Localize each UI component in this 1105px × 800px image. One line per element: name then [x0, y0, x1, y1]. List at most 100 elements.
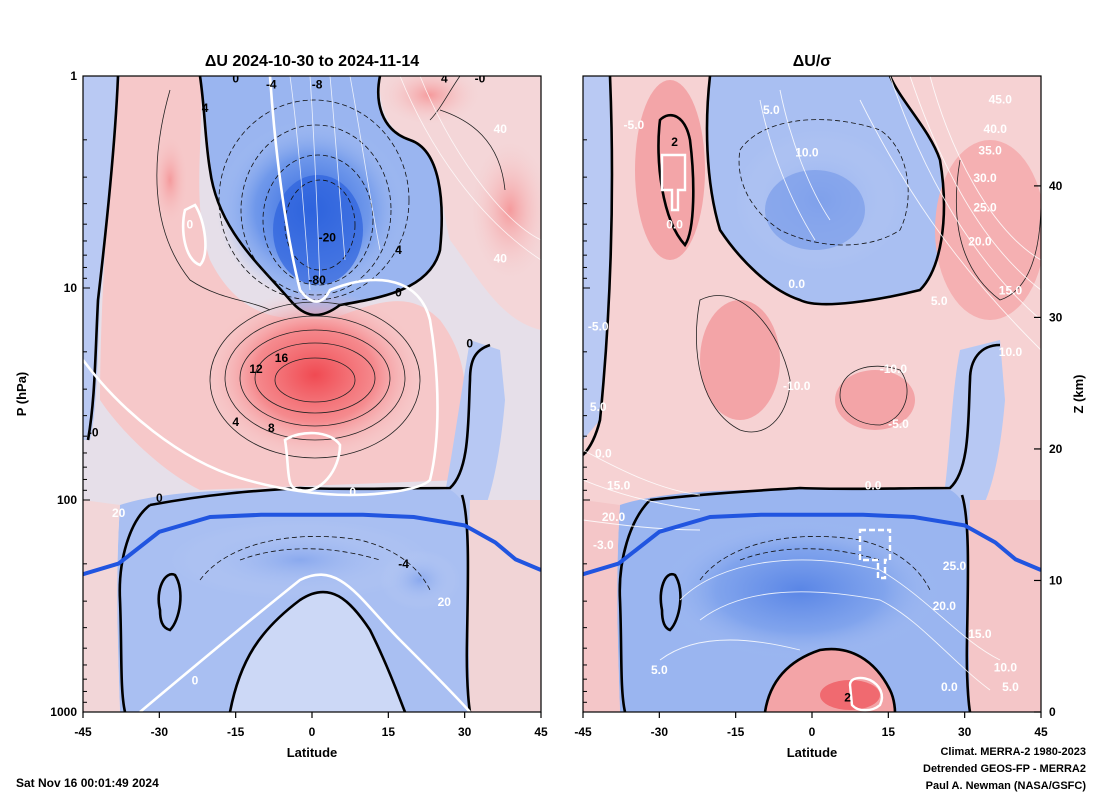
right-zero-contour-mid — [649, 343, 1001, 502]
right-negative-region-west — [583, 76, 612, 440]
left-contour-label: 40 — [494, 252, 508, 266]
left-contour-upper-east — [429, 76, 461, 121]
right-white-contour-5 — [583, 449, 701, 496]
right-contour-label: 30.0 — [973, 171, 997, 185]
left-axes: -45 -30 -15 0 15 30 45 1 10 100 1000 — [50, 69, 548, 739]
right-dashed-tropo-1 — [699, 536, 931, 591]
right-contour-label: 10.0 — [999, 345, 1023, 359]
credit-climatology: Climat. MERRA-2 1980-2023 — [940, 746, 1086, 758]
left-x-tick-label: 15 — [382, 725, 396, 739]
right-contour-label: 35.0 — [978, 143, 1002, 157]
right-zero-contour-east — [960, 494, 972, 712]
left-chart-title: ΔU 2024-10-30 to 2024-11-14 — [205, 53, 419, 70]
right-contour-label: 0.0 — [666, 218, 683, 232]
right-x-tick-label: -15 — [727, 725, 745, 739]
left-white-contour-jet — [268, 76, 439, 497]
right-positive-patch-northeast — [935, 140, 1041, 320]
left-contour-label: 16 — [275, 351, 289, 365]
left-white-contour-mid — [283, 431, 342, 492]
right-contour-label: 20.0 — [602, 510, 626, 524]
right-contour-label: -10.0 — [880, 362, 908, 376]
left-contour-label: 0 — [187, 218, 194, 232]
right-contour-label: -5.0 — [624, 118, 645, 132]
left-contour-label: 20 — [438, 595, 452, 609]
right-contour-label: 5.0 — [763, 103, 780, 117]
right-contour-label: 5.0 — [1002, 680, 1019, 694]
left-contour-label: 20 — [112, 506, 126, 520]
left-zero-contour-mid — [149, 343, 491, 507]
left-white-contour-west — [83, 359, 351, 497]
right-white-contour-11 — [759, 99, 816, 241]
right-contour-label: 15.0 — [999, 283, 1023, 297]
left-white-contour-thin-4 — [349, 76, 381, 251]
right-x-tick-label: -30 — [651, 725, 669, 739]
right-negative-upper-center — [765, 170, 865, 250]
left-negative-region-east — [440, 340, 505, 520]
right-contour-label: 2 — [844, 690, 851, 704]
left-white-contour-thin-2 — [309, 76, 321, 286]
right-contour-mid-east — [839, 365, 908, 426]
right-positive-troposphere-west — [583, 500, 620, 712]
right-positive-troposphere-east — [968, 500, 1041, 712]
right-contour-label: 25.0 — [943, 559, 967, 573]
right-zero-contour-surface — [763, 647, 897, 712]
left-y-axis-label: P (hPa) — [14, 372, 29, 417]
left-y-tick-label: 10 — [64, 281, 78, 295]
left-contour-label: -0 — [88, 425, 99, 439]
right-x-tick-label: 0 — [809, 725, 816, 739]
left-contour-west-4 — [156, 89, 271, 311]
left-contour-label: 0 — [466, 336, 473, 350]
left-x-tick-label: -45 — [74, 725, 92, 739]
right-zero-contour-core — [705, 76, 946, 306]
left-x-tick-label: -30 — [151, 725, 169, 739]
left-y-tick-label: 100 — [57, 493, 77, 507]
right-contour-label: 10.0 — [994, 661, 1018, 675]
left-dashed-tropo-1 — [199, 536, 431, 591]
right-white-contour-8 — [679, 559, 1001, 661]
left-dashed-ring-1 — [284, 179, 356, 271]
right-contour-label: 15.0 — [607, 478, 631, 492]
right-x-tick-label: 15 — [882, 725, 896, 739]
left-contour-east-4 — [439, 109, 506, 191]
right-contour-label: 0.0 — [595, 447, 612, 461]
right-dashed-upper — [738, 119, 909, 246]
left-white-contour-thin-5 — [399, 76, 541, 261]
left-zero-contour-troposphere — [118, 503, 151, 712]
right-white-surface-box — [848, 676, 884, 712]
right-contour-label: -5.0 — [588, 319, 609, 333]
left-thin-contours — [156, 76, 506, 459]
left-zero-contours — [86, 76, 491, 712]
left-negative-patch-lower — [170, 520, 430, 600]
right-contour-label: 40.0 — [984, 122, 1008, 136]
right-z-tick-label: 10 — [1049, 573, 1063, 587]
left-positive-troposphere-west — [83, 500, 120, 712]
right-contour-label: 5.0 — [590, 400, 607, 414]
left-contour-label: 4 — [202, 101, 209, 115]
right-white-bold-contours — [660, 153, 892, 712]
right-white-box — [660, 153, 687, 212]
left-contour-label: -0 — [475, 71, 486, 85]
left-contour-label: 4 — [232, 415, 239, 429]
left-x-tick-label: 45 — [534, 725, 548, 739]
left-contour-label: 0 — [395, 285, 402, 299]
right-tropopause-line — [583, 512, 1041, 577]
left-white-contour-small — [181, 203, 207, 267]
left-white-contour-surface — [139, 573, 471, 712]
left-contour-label: -20 — [319, 230, 337, 244]
right-contour-label: 15.0 — [968, 627, 992, 641]
right-contour-label: 10.0 — [795, 146, 819, 160]
right-x-tick-label: 30 — [958, 725, 972, 739]
right-positive-patch-mid-west — [700, 300, 780, 420]
left-contour-label: -8 — [312, 78, 323, 92]
left-contour-label: 0 — [232, 71, 239, 85]
right-thin-contours — [695, 159, 1041, 433]
left-tropopause-line — [83, 512, 541, 577]
right-white-contour-12 — [779, 89, 831, 221]
right-z-tick-label: 0 — [1049, 705, 1056, 719]
left-contour-label: 0 — [192, 673, 199, 687]
left-zero-contour-west — [86, 76, 120, 441]
right-z-tick-label: 30 — [1049, 310, 1063, 324]
left-thin-white-contours — [289, 76, 541, 291]
